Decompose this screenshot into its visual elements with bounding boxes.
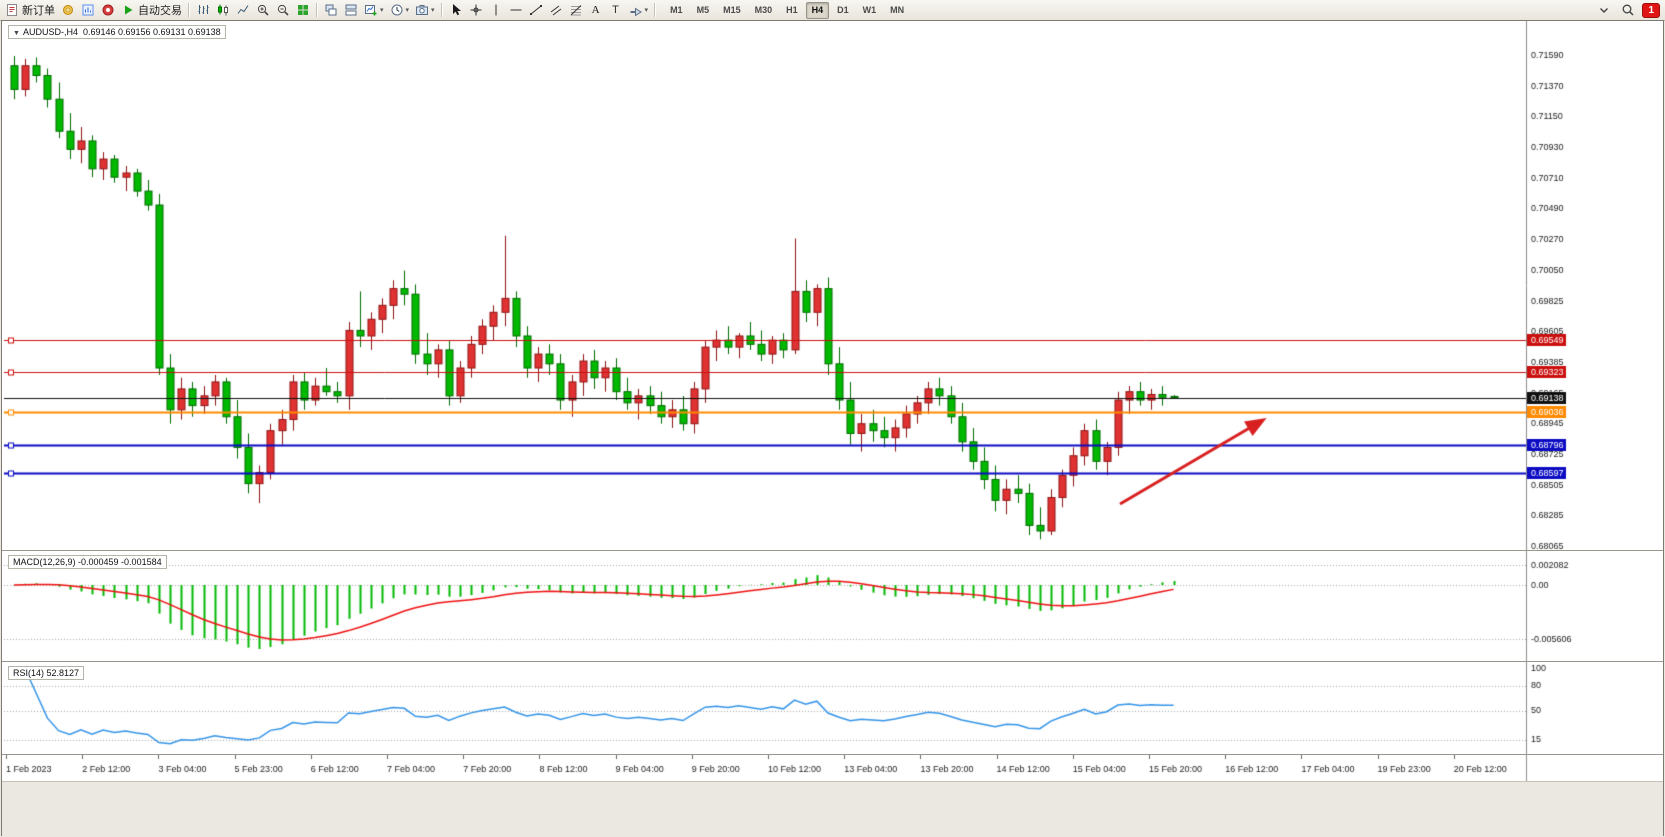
cascade-windows-button[interactable]: [321, 1, 341, 19]
auto-trading-button-label: 自动交易: [138, 5, 182, 17]
bars-icon: [196, 3, 210, 17]
horizontal-line-button[interactable]: [506, 1, 526, 19]
trendline-icon: [529, 3, 543, 17]
window-bottom-filler: [2, 781, 1663, 836]
community-icon: [101, 3, 115, 17]
snapshot-button[interactable]: ▾: [412, 1, 438, 19]
hline-icon: [509, 3, 523, 17]
text-a-icon: A: [591, 4, 600, 16]
zoom-in-icon: [256, 3, 270, 17]
timeframe-m1-button[interactable]: M1: [664, 2, 689, 19]
community-button[interactable]: [98, 1, 118, 19]
equidistant-channel-button[interactable]: [546, 1, 566, 19]
notification-badge[interactable]: 1: [1642, 2, 1660, 18]
timeframe-group: M1 M5 M15 M30 H1 H4 D1 W1 MN: [663, 0, 911, 20]
shapes-icon: [629, 3, 643, 17]
timeframe-m30-button[interactable]: M30: [749, 2, 779, 19]
toolbar: 新订单 自动交易 ▾ ▾ ▾ A T ▾ M1 M5 M15 M30 H1 H4 D1 W1 MN 1: [0, 0, 1665, 21]
timeframe-m5-button[interactable]: M5: [691, 2, 716, 19]
arrange1-icon: [324, 3, 338, 17]
chevron-down-icon: [1597, 3, 1611, 17]
macd-pane-canvas[interactable]: [2, 551, 1663, 662]
rsi-pane-canvas[interactable]: [2, 662, 1663, 755]
depth-icon: [81, 3, 95, 17]
new-order-button[interactable]: 新订单: [2, 1, 58, 19]
clock-icon: [390, 3, 404, 17]
play-icon: [121, 3, 135, 17]
timeframe-d1-button[interactable]: D1: [831, 2, 855, 19]
candles-icon: [216, 3, 230, 17]
crosshair-button[interactable]: [466, 1, 486, 19]
camera-icon: [415, 3, 429, 17]
chart-ohlc-values: 0.69146 0.69156 0.69131 0.69138: [82, 27, 221, 37]
price-chart-canvas[interactable]: [2, 21, 1663, 551]
text-t-icon: T: [612, 4, 619, 16]
chart-window: ▼ AUDUSD-,H4 0.69146 0.69156 0.69131 0.691…: [1, 20, 1664, 836]
macd-indicator-label: MACD(12,26,9) -0.000459 -0.001584: [8, 555, 167, 569]
chart-symbol-period: AUDUSD-,H4: [22, 27, 78, 37]
toolbar-left: 新订单 自动交易 ▾ ▾ ▾ A T ▾: [2, 0, 659, 20]
timeframe-m15-button[interactable]: M15: [717, 2, 747, 19]
periods-button[interactable]: ▾: [387, 1, 413, 19]
timeframe-h4-button[interactable]: H4: [805, 1, 830, 19]
chart-collapse-icon[interactable]: ▼: [13, 30, 20, 37]
dropdown-arrow-icon: ▾: [431, 7, 435, 14]
timeframe-mn-button[interactable]: MN: [884, 2, 910, 19]
candlestick-chart-button[interactable]: [213, 1, 233, 19]
tile-windows-button[interactable]: [293, 1, 313, 19]
search-icon: [1621, 3, 1635, 17]
trendline-button[interactable]: [526, 1, 546, 19]
chart-title: ▼ AUDUSD-,H4 0.69146 0.69156 0.69131 0.691…: [8, 25, 226, 39]
arrange2-icon: [344, 3, 358, 17]
fibonacci-button[interactable]: [566, 1, 586, 19]
zoom-out-icon: [276, 3, 290, 17]
time-axis-canvas[interactable]: [2, 755, 1663, 781]
gold-button[interactable]: [58, 1, 78, 19]
new-order-icon: [5, 3, 19, 17]
toolbar-separator: [654, 3, 657, 17]
timeframe-h1-button[interactable]: H1: [780, 2, 804, 19]
new-chart-icon: [364, 3, 378, 17]
line-icon: [236, 3, 250, 17]
bar-chart-button[interactable]: [193, 1, 213, 19]
toolbar-separator: [188, 3, 190, 17]
cursor-icon: [449, 3, 463, 17]
vline-icon: [489, 3, 503, 17]
dropdown-arrow-icon: ▾: [644, 7, 649, 14]
new-chart-button[interactable]: ▾: [361, 1, 387, 19]
vertical-line-button[interactable]: [486, 1, 506, 19]
auto-trading-button[interactable]: 自动交易: [118, 1, 185, 19]
market-depth-button[interactable]: [78, 1, 98, 19]
tile-icon: [296, 3, 310, 17]
toolbar-right: 1: [1594, 0, 1663, 20]
dropdown-arrow-icon: ▾: [380, 7, 384, 14]
search-button[interactable]: [1618, 1, 1638, 19]
cursor-button[interactable]: [446, 1, 466, 19]
zoom-out-button[interactable]: [273, 1, 293, 19]
tile-horizontal-button[interactable]: [341, 1, 361, 19]
toolbar-separator: [316, 3, 318, 17]
line-chart-button[interactable]: [233, 1, 253, 19]
collapse-toolbar-button[interactable]: [1594, 1, 1614, 19]
fibo-icon: [569, 3, 583, 17]
timeframe-w1-button[interactable]: W1: [857, 2, 883, 19]
new-order-button-label: 新订单: [22, 5, 55, 17]
text-button[interactable]: A: [586, 1, 606, 19]
channel-icon: [549, 3, 563, 17]
toolbar-separator: [440, 3, 443, 17]
gold-icon: [61, 3, 75, 17]
text-label-button[interactable]: T: [606, 1, 626, 19]
rsi-indicator-label: RSI(14) 52.8127: [8, 666, 85, 680]
zoom-in-button[interactable]: [253, 1, 273, 19]
crosshair-icon: [469, 3, 483, 17]
arrow-objects-button[interactable]: ▾: [626, 1, 652, 19]
dropdown-arrow-icon: ▾: [405, 7, 410, 14]
